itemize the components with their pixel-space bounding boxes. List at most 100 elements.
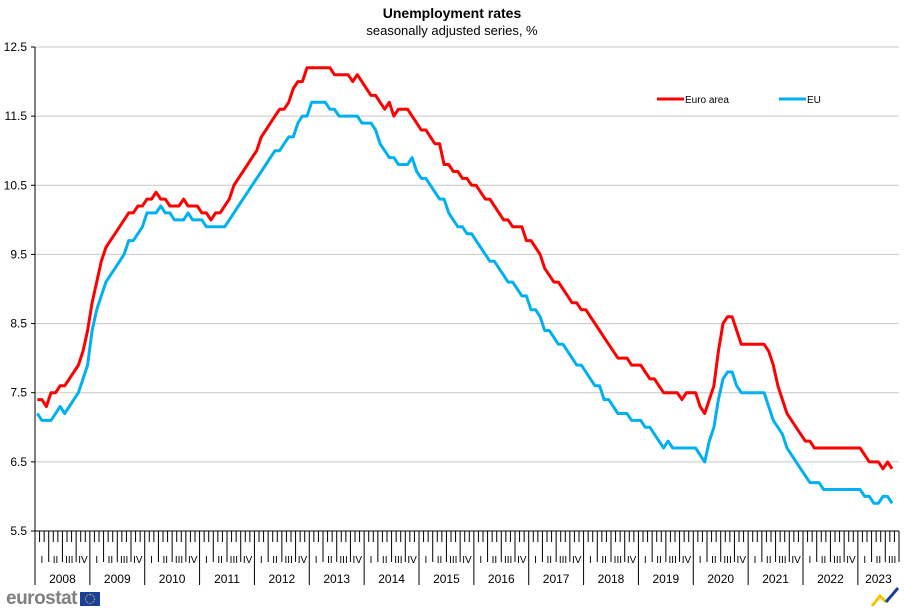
quarter-label: IV	[846, 555, 856, 566]
quarter-label: I	[424, 555, 427, 566]
quarter-label: II	[327, 555, 333, 566]
quarter-label: I	[644, 555, 647, 566]
y-tick-label: 6.5	[10, 455, 27, 469]
quarter-label: I	[534, 555, 537, 566]
year-label: 2023	[865, 572, 892, 586]
quarter-label: III	[175, 555, 183, 566]
quarter-label: III	[614, 555, 622, 566]
year-label: 2020	[707, 572, 734, 586]
quarter-label: I	[699, 555, 702, 566]
quarter-label: I	[808, 555, 811, 566]
quarter-label: II	[876, 555, 882, 566]
quarter-label: IV	[682, 555, 692, 566]
quarter-label: IV	[737, 555, 747, 566]
eurostat-logo-text: eurostat	[6, 588, 77, 609]
year-label: 2012	[269, 572, 296, 586]
quarter-label: IV	[188, 555, 198, 566]
quarter-label: IV	[627, 555, 637, 566]
year-label: 2008	[49, 572, 76, 586]
quarter-label: IV	[407, 555, 417, 566]
quarter-label: IV	[791, 555, 801, 566]
year-label: 2019	[653, 572, 680, 586]
quarter-label: III	[504, 555, 512, 566]
legend-label: Euro area	[685, 95, 729, 106]
legend-label: EU	[807, 95, 821, 106]
eurostat-mark-icon	[870, 593, 888, 607]
quarter-label: III	[669, 555, 677, 566]
quarter-label: IV	[462, 555, 472, 566]
year-label: 2009	[104, 572, 131, 586]
y-tick-label: 7.5	[10, 386, 27, 400]
quarter-label: IV	[243, 555, 253, 566]
chart-subtitle: seasonally adjusted series, %	[366, 23, 538, 38]
quarter-label: I	[95, 555, 98, 566]
y-tick-label: 9.5	[10, 247, 27, 261]
quarter-label: I	[315, 555, 318, 566]
quarter-label: II	[601, 555, 607, 566]
y-tick-label: 8.5	[10, 317, 27, 331]
quarter-label: I	[863, 555, 866, 566]
eurostat-logo: eurostat	[6, 588, 100, 610]
quarter-label: II	[711, 555, 717, 566]
year-label: 2010	[159, 572, 186, 586]
series-line-euro-area	[37, 66, 894, 471]
quarter-label: I	[205, 555, 208, 566]
quarter-label: II	[382, 555, 388, 566]
y-tick-label: 11.5	[5, 109, 28, 123]
quarter-label: II	[272, 555, 278, 566]
y-tick-label: 12.5	[4, 40, 28, 54]
quarter-label: III	[339, 555, 347, 566]
quarter-label: I	[260, 555, 263, 566]
quarter-label: III	[449, 555, 457, 566]
quarter-label: III	[778, 555, 786, 566]
year-label: 2017	[543, 572, 570, 586]
quarter-label: II	[547, 555, 553, 566]
quarter-label: II	[217, 555, 223, 566]
quarter-label: II	[492, 555, 498, 566]
year-label: 2018	[598, 572, 625, 586]
quarter-label: IV	[517, 555, 527, 566]
quarter-label: III	[559, 555, 567, 566]
quarter-label: II	[53, 555, 59, 566]
quarter-label: III	[394, 555, 402, 566]
year-label: 2022	[817, 572, 844, 586]
quarter-label: III	[120, 555, 128, 566]
quarter-label: I	[370, 555, 373, 566]
quarter-label: IV	[133, 555, 143, 566]
year-label: 2014	[378, 572, 405, 586]
eurostat-mark-icon	[884, 587, 900, 603]
quarter-label: III	[723, 555, 731, 566]
year-label: 2011	[214, 572, 240, 586]
quarter-label: II	[163, 555, 169, 566]
quarter-label: II	[108, 555, 114, 566]
y-tick-label: 5.5	[10, 524, 27, 538]
quarter-label: II	[766, 555, 772, 566]
year-label: 2013	[323, 572, 350, 586]
quarter-label: III	[833, 555, 841, 566]
quarter-label: I	[479, 555, 482, 566]
quarter-label: I	[754, 555, 757, 566]
quarter-label: III	[230, 555, 238, 566]
quarter-label: IV	[353, 555, 363, 566]
quarter-label: II	[656, 555, 662, 566]
quarter-label: I	[150, 555, 153, 566]
year-label: 2021	[762, 572, 789, 586]
quarter-label: I	[40, 555, 43, 566]
y-tick-label: 10.5	[4, 178, 28, 192]
year-label: 2016	[488, 572, 515, 586]
quarter-label: IV	[78, 555, 88, 566]
quarter-label: III	[285, 555, 293, 566]
quarter-label: I	[589, 555, 592, 566]
eu-flag-icon	[79, 592, 100, 606]
quarter-label: III	[65, 555, 73, 566]
chart-title: Unemployment rates	[382, 5, 522, 21]
quarter-label: II	[437, 555, 443, 566]
series-line-eu	[36, 100, 894, 505]
quarter-label: II	[821, 555, 827, 566]
year-label: 2015	[433, 572, 460, 586]
quarter-label: IV	[572, 555, 582, 566]
quarter-label: IV	[298, 555, 308, 566]
quarter-label: III	[888, 555, 896, 566]
